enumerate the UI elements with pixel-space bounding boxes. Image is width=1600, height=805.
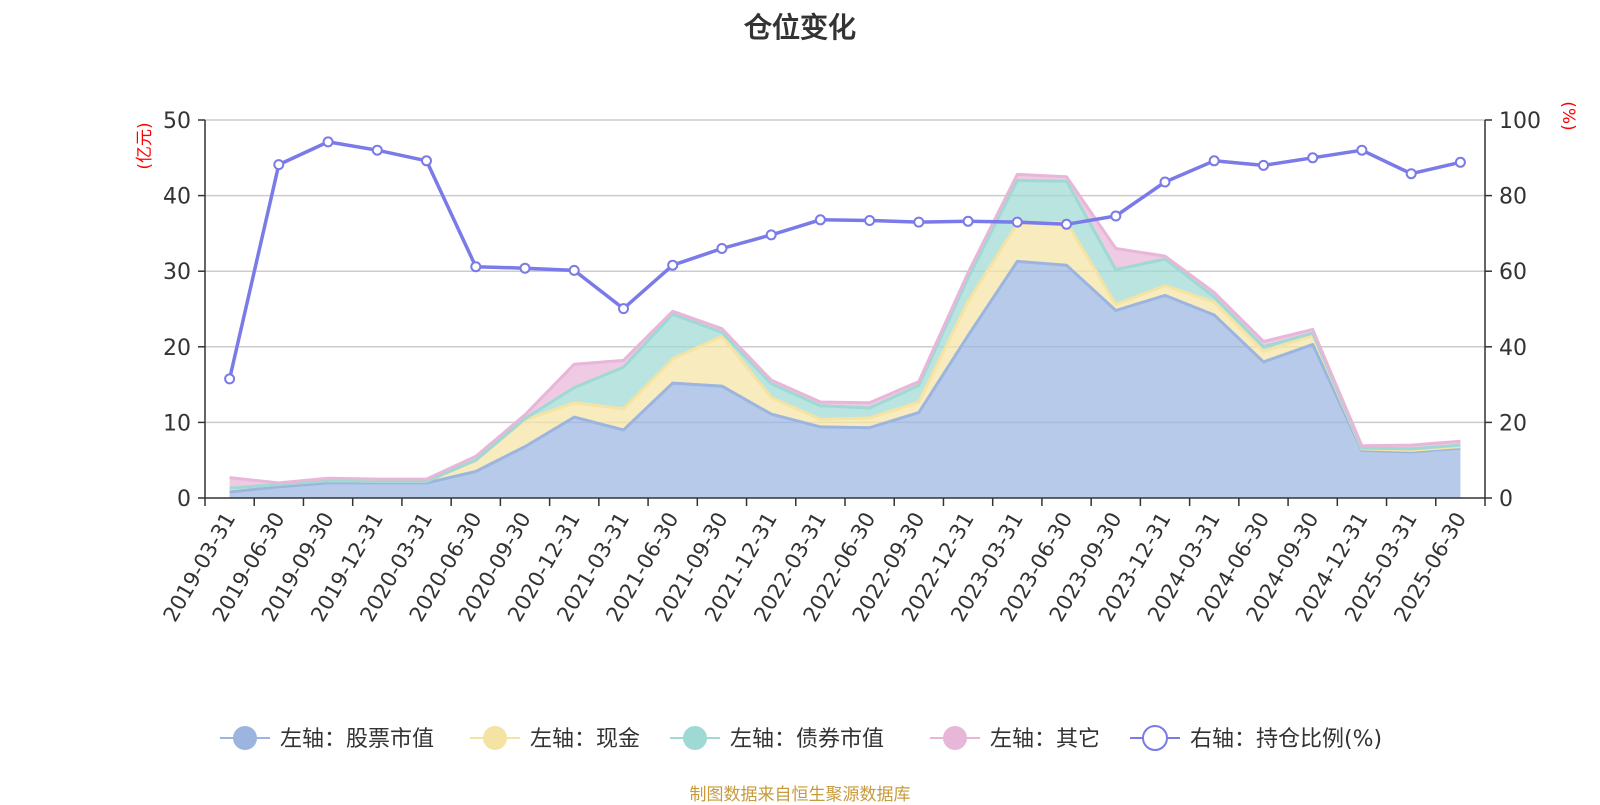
right-tick-label: 60 <box>1499 260 1527 285</box>
ratio-point <box>1307 152 1319 164</box>
right-tick-label: 0 <box>1499 487 1513 512</box>
legend-marker <box>483 726 507 750</box>
ratio-point <box>273 159 285 171</box>
left-tick-label: 0 <box>177 487 191 512</box>
ratio-point <box>371 144 383 156</box>
axes: 01020304050020406080100(亿元)(%)2019-03-31… <box>135 101 1578 626</box>
ratio-point <box>1405 168 1417 180</box>
right-tick-label: 80 <box>1499 185 1527 210</box>
series-edge-左轴：其它 <box>229 172 1461 485</box>
ratio-point <box>618 303 629 315</box>
ratio-point <box>1011 216 1023 228</box>
ratio-point <box>1356 144 1368 156</box>
legend-item[interactable]: 左轴：债券市值 <box>670 726 884 752</box>
legend-label: 左轴：现金 <box>530 727 640 752</box>
legend-item[interactable]: 左轴：股票市值 <box>220 726 434 752</box>
legend-marker <box>233 726 257 750</box>
series-edge-左轴：股票市值 <box>229 259 1461 494</box>
ratio-point <box>667 259 679 271</box>
ratio-point <box>1110 210 1122 222</box>
ratio-line <box>224 136 1466 385</box>
right-axis-unit-label: (%) <box>1558 101 1578 130</box>
ratio-point <box>765 229 777 241</box>
ratio-point <box>1454 156 1466 168</box>
legend-item[interactable]: 左轴：其它 <box>930 726 1100 752</box>
left-axis-unit-label: (亿元) <box>135 122 155 169</box>
ratio-point <box>716 243 728 254</box>
ratio-point <box>1159 176 1171 188</box>
legend-label: 左轴：债券市值 <box>730 727 884 752</box>
series-area-左轴：现金 <box>229 222 1461 492</box>
legend-marker <box>1142 725 1168 751</box>
stacked-areas <box>229 172 1461 498</box>
legend-item[interactable]: 右轴：持仓比例(%) <box>1130 725 1382 752</box>
series-edge-左轴：债券市值 <box>229 179 1461 490</box>
ratio-point <box>519 262 531 274</box>
ratio-point <box>962 215 974 227</box>
ratio-point <box>864 215 876 226</box>
ratio-point <box>568 264 580 276</box>
left-tick-label: 20 <box>163 336 191 361</box>
series-area-左轴：股票市值 <box>229 261 1461 498</box>
left-tick-label: 30 <box>163 260 191 285</box>
ratio-point <box>913 216 925 228</box>
chart-title: 仓位变化 <box>743 11 856 44</box>
legend-marker <box>683 726 707 750</box>
legend: 左轴：股票市值 左轴：现金 左轴：债券市值 左轴：其它 右轴：持仓比例(%) <box>220 725 1382 752</box>
legend-label: 右轴：持仓比例(%) <box>1190 727 1382 752</box>
right-tick-label: 40 <box>1499 336 1527 361</box>
right-tick-label: 100 <box>1499 109 1541 134</box>
left-tick-label: 10 <box>163 411 191 436</box>
ratio-point <box>322 136 334 148</box>
ratio-point <box>1208 155 1220 167</box>
source-note: 制图数据来自恒生聚源数据库 <box>689 785 911 805</box>
left-tick-label: 50 <box>163 109 191 134</box>
right-tick-label: 20 <box>1499 411 1527 436</box>
legend-item[interactable]: 左轴：现金 <box>470 726 640 752</box>
ratio-point <box>1258 159 1269 171</box>
ratio-line <box>227 140 1461 380</box>
ratio-point <box>470 261 482 273</box>
legend-label: 左轴：其它 <box>990 727 1100 752</box>
ratio-point <box>224 373 236 385</box>
ratio-point <box>814 214 826 226</box>
ratio-point <box>421 155 432 167</box>
ratio-point <box>1061 218 1072 230</box>
left-tick-label: 40 <box>163 185 191 210</box>
legend-label: 左轴：股票市值 <box>280 727 434 752</box>
legend-marker <box>943 726 967 750</box>
